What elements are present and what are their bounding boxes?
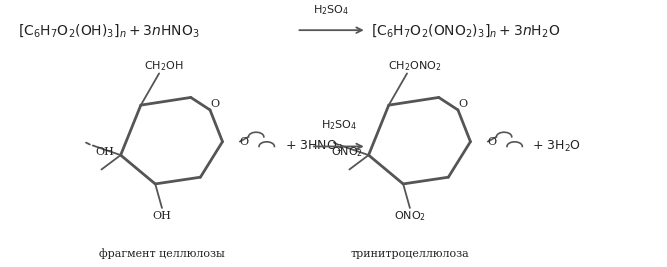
Text: O: O: [239, 137, 248, 147]
Text: $\mathrm{ONO_2}$: $\mathrm{ONO_2}$: [331, 145, 364, 159]
Text: $\mathrm{H_2SO_4}$: $\mathrm{H_2SO_4}$: [321, 118, 357, 132]
Text: фрагмент целлюлозы: фрагмент целлюлозы: [99, 249, 225, 260]
Text: $\mathrm{ONO_2}$: $\mathrm{ONO_2}$: [394, 209, 426, 222]
Text: тринитроцеллюлоза: тринитроцеллюлоза: [351, 249, 470, 259]
Text: $+\ 3\mathrm{H_2O}$: $+\ 3\mathrm{H_2O}$: [532, 139, 581, 154]
Text: O: O: [210, 99, 219, 109]
Text: O: O: [487, 137, 496, 147]
Text: OH: OH: [96, 147, 115, 157]
Text: O: O: [458, 99, 468, 109]
Text: $+\ 3\mathrm{HNO_3}$: $+\ 3\mathrm{HNO_3}$: [285, 139, 343, 154]
Text: $[\mathrm{C_6H_7O_2(OH)_3}]_n + 3n\mathrm{HNO_3}$: $[\mathrm{C_6H_7O_2(OH)_3}]_n + 3n\mathr…: [18, 22, 199, 38]
Text: $\mathrm{CH_2OH}$: $\mathrm{CH_2OH}$: [144, 59, 183, 73]
Text: $\mathrm{H_2SO_4}$: $\mathrm{H_2SO_4}$: [313, 3, 350, 17]
Text: $\mathrm{CH_2ONO_2}$: $\mathrm{CH_2ONO_2}$: [388, 59, 442, 73]
Text: OH: OH: [153, 211, 171, 221]
Text: $[\mathrm{C_6H_7O_2(ONO_2)_3}]_n + 3n\mathrm{H_2O}$: $[\mathrm{C_6H_7O_2(ONO_2)_3}]_n + 3n\ma…: [372, 22, 560, 38]
